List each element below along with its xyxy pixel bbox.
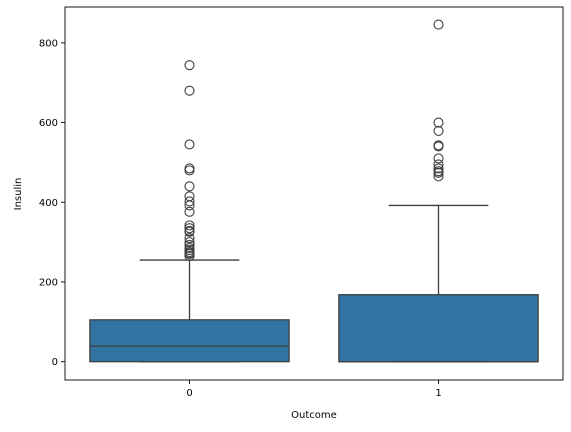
y-tick-label: 0 <box>52 357 58 368</box>
outcome-0-outlier-point <box>184 220 195 231</box>
outcome-1-outlier-point <box>433 153 444 164</box>
plot-area <box>89 19 539 363</box>
outcome-0-outlier-point <box>184 251 195 262</box>
outcome-0-outlier-point <box>184 196 195 207</box>
outcome-1-outlier-point <box>433 159 444 170</box>
outcome-0-outlier-point <box>184 163 195 174</box>
outcome-0-outlier-point <box>184 139 195 150</box>
x-axis-label: Outcome <box>291 410 337 421</box>
outcome-0-outlier-point <box>184 233 195 244</box>
outcome-1-box <box>338 294 539 363</box>
outcome-1-outlier-point <box>433 125 444 136</box>
outcome-0-outlier-point <box>184 85 195 96</box>
x-tick-label: 1 <box>435 388 441 399</box>
outcome-1-outlier-point <box>433 163 444 174</box>
outcome-0-outlier-point <box>184 206 195 217</box>
y-tick-label: 400 <box>39 198 58 209</box>
outcome-1-outlier-point <box>433 171 444 182</box>
axes: 0 200 400 600 800 0 1 <box>39 6 564 399</box>
outcome-0-outlier-point <box>184 181 195 192</box>
outcome-1-outlier-point <box>433 19 444 30</box>
outcome-0-outlier-point <box>184 223 195 234</box>
x-tick-label: 0 <box>186 388 192 399</box>
outcome-0-box <box>89 319 290 363</box>
axes-frame <box>64 6 564 381</box>
y-tick-label: 600 <box>39 118 58 129</box>
outcome-0-outlier-point <box>184 200 195 211</box>
y-axis-label: Insulin <box>13 178 24 211</box>
outcome-1-outlier-point <box>433 117 444 128</box>
y-tick-label: 200 <box>39 277 58 288</box>
y-tick-label: 800 <box>39 38 58 49</box>
outcome-1-outlier-point <box>433 167 444 178</box>
outcome-1-outlier-point <box>433 141 444 152</box>
outcome-0-outlier-point <box>184 226 195 237</box>
outcome-0-outlier-point <box>184 165 195 176</box>
outcome-0-outlier-point <box>184 191 195 202</box>
outcome-0-outlier-point <box>184 60 195 71</box>
outcome-0-outlier-point <box>184 237 195 248</box>
